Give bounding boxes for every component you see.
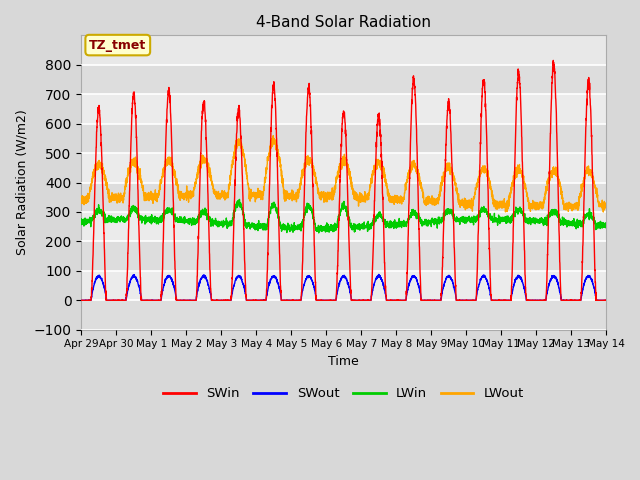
Bar <box>81 182 606 212</box>
Bar <box>81 271 606 300</box>
Bar <box>81 65 606 94</box>
Y-axis label: Solar Radiation (W/m2): Solar Radiation (W/m2) <box>15 109 28 255</box>
Text: TZ_tmet: TZ_tmet <box>89 38 147 51</box>
Bar <box>81 153 606 182</box>
Bar <box>81 212 606 241</box>
Title: 4-Band Solar Radiation: 4-Band Solar Radiation <box>256 15 431 30</box>
X-axis label: Time: Time <box>328 355 359 368</box>
Bar <box>81 241 606 271</box>
Bar <box>81 124 606 153</box>
Legend: SWin, SWout, LWin, LWout: SWin, SWout, LWin, LWout <box>158 382 529 406</box>
Bar <box>81 94 606 124</box>
Bar <box>81 300 606 330</box>
